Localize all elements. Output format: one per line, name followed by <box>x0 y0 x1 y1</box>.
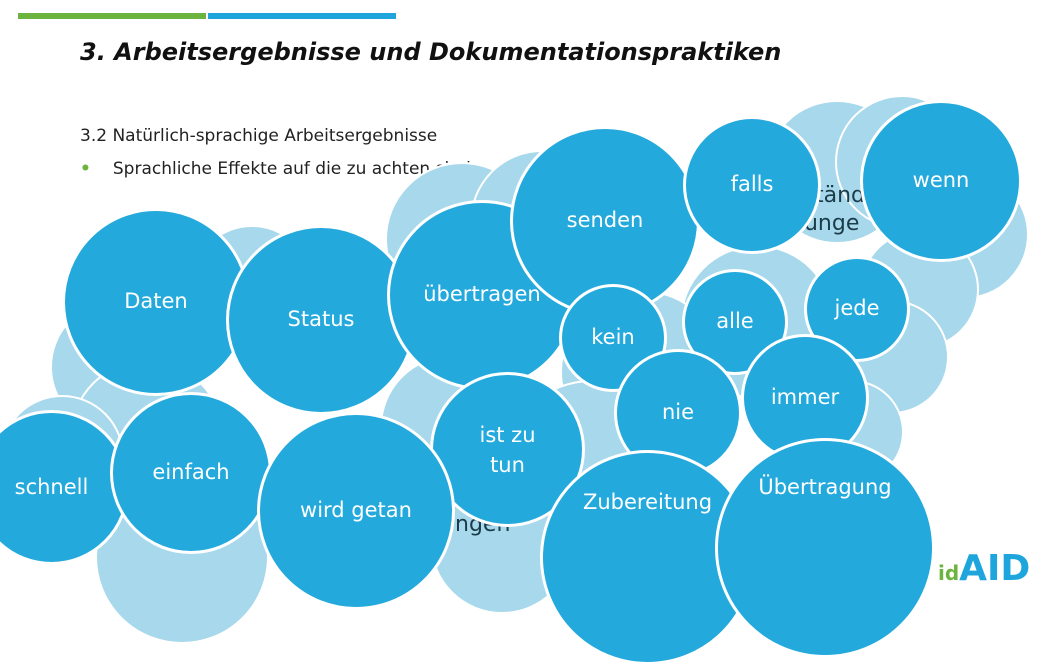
bubble-falls: falls <box>683 116 821 254</box>
bubble-status: Status <box>226 225 416 415</box>
hidden-fragment: tänd <box>815 183 866 208</box>
bubble-uebertragung: Übertragung <box>715 438 935 658</box>
bubble-wenn: wenn <box>860 100 1022 262</box>
bullet-icon: • <box>80 159 91 179</box>
accent-bar-green <box>18 13 206 19</box>
bubble-schnell: schnell <box>0 410 129 565</box>
bullet-item: • Sprachliche Effekte auf die zu achten s… <box>80 159 471 179</box>
accent-bar-blue <box>208 13 396 19</box>
bubble-daten: Daten <box>62 208 250 396</box>
logo-main: AID <box>959 548 1031 589</box>
logo-aid: idAID <box>938 548 1030 589</box>
bullet-text: Sprachliche Effekte auf die zu achten si… <box>112 159 471 179</box>
slide-title: 3. Arbeitsergebnisse und Dokumentationsp… <box>80 38 782 66</box>
logo-prefix: id <box>938 561 960 585</box>
bubble-einfach: einfach <box>110 392 272 554</box>
bubble-ist-zu-tun: ist zu tun <box>430 372 585 527</box>
bubble-wird-getan: wird getan <box>257 412 455 610</box>
slide-subtitle: 3.2 Natürlich-sprachige Arbeitsergebniss… <box>80 126 438 146</box>
bubble-label: ist zu tun <box>479 423 536 477</box>
